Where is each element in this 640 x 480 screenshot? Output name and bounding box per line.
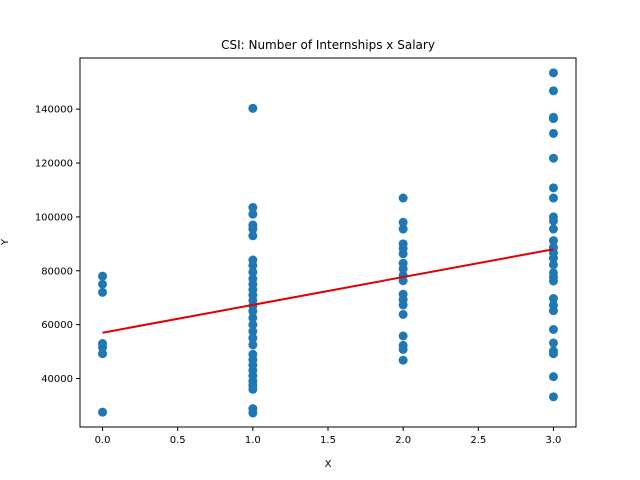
data-point: [548, 236, 558, 246]
x-tick-label: 0.5: [170, 435, 186, 446]
data-point: [548, 260, 558, 270]
y-tick-label: 60000: [41, 320, 73, 331]
data-point: [398, 193, 408, 203]
y-axis-label: Y: [0, 238, 11, 246]
data-point: [548, 268, 558, 278]
data-point: [548, 193, 558, 203]
data-point: [98, 407, 108, 417]
data-point: [548, 392, 558, 402]
x-axis-label: X: [325, 459, 332, 470]
data-point: [98, 349, 108, 359]
data-point: [548, 300, 558, 310]
x-axis-ticks: 0.0 0.5 1.0 1.5 2.0 2.5 3.0: [95, 427, 562, 446]
x-tick-label: 1.0: [245, 435, 261, 446]
data-point: [398, 289, 408, 299]
data-point: [248, 349, 258, 359]
fit-line: [102, 248, 554, 334]
x-tick-label: 1.5: [320, 435, 336, 446]
data-point: [98, 287, 108, 297]
data-point: [248, 267, 258, 277]
data-point: [548, 338, 558, 348]
y-tick-label: 140000: [35, 105, 73, 116]
data-point: [398, 239, 408, 249]
data-point: [248, 326, 258, 336]
y-axis-ticks: 40000 60000 80000 100000 120000 140000: [35, 105, 80, 385]
data-point: [548, 86, 558, 96]
data-point: [98, 339, 108, 349]
data-point: [398, 258, 408, 268]
data-point: [548, 346, 558, 356]
data-point: [398, 355, 408, 365]
data-point: [548, 112, 558, 122]
y-tick-label: 100000: [35, 212, 73, 223]
data-point: [98, 271, 108, 281]
data-point: [248, 340, 258, 350]
data-point: [248, 274, 258, 284]
data-point: [548, 372, 558, 382]
x-tick-label: 0.0: [95, 435, 111, 446]
data-point: [248, 231, 258, 241]
data-point: [398, 331, 408, 341]
data-point: [248, 333, 258, 343]
x-tick-label: 2.0: [395, 435, 411, 446]
y-tick-label: 80000: [41, 266, 73, 277]
data-point: [548, 324, 558, 334]
x-tick-label: 3.0: [546, 435, 562, 446]
data-point: [548, 183, 558, 193]
data-point: [248, 320, 258, 330]
data-point: [248, 103, 258, 113]
data-point: [398, 224, 408, 234]
x-tick-label: 2.5: [470, 435, 486, 446]
data-point: [398, 340, 408, 350]
data-point: [248, 404, 258, 414]
data-point: [248, 313, 258, 323]
data-point: [248, 209, 258, 219]
data-point: [248, 220, 258, 230]
data-point: [548, 128, 558, 138]
data-point: [548, 68, 558, 78]
data-point: [548, 294, 558, 304]
data-point: [98, 279, 108, 289]
data-point: [398, 217, 408, 227]
regression-line: [102, 248, 554, 334]
chart-title: CSI: Number of Internships x Salary: [221, 38, 435, 52]
data-point: [548, 153, 558, 163]
y-tick-label: 40000: [41, 374, 73, 385]
data-point: [398, 309, 408, 319]
y-tick-label: 120000: [35, 159, 73, 170]
data-point: [248, 255, 258, 265]
data-point: [248, 202, 258, 212]
data-point: [548, 224, 558, 234]
data-point: [548, 212, 558, 222]
